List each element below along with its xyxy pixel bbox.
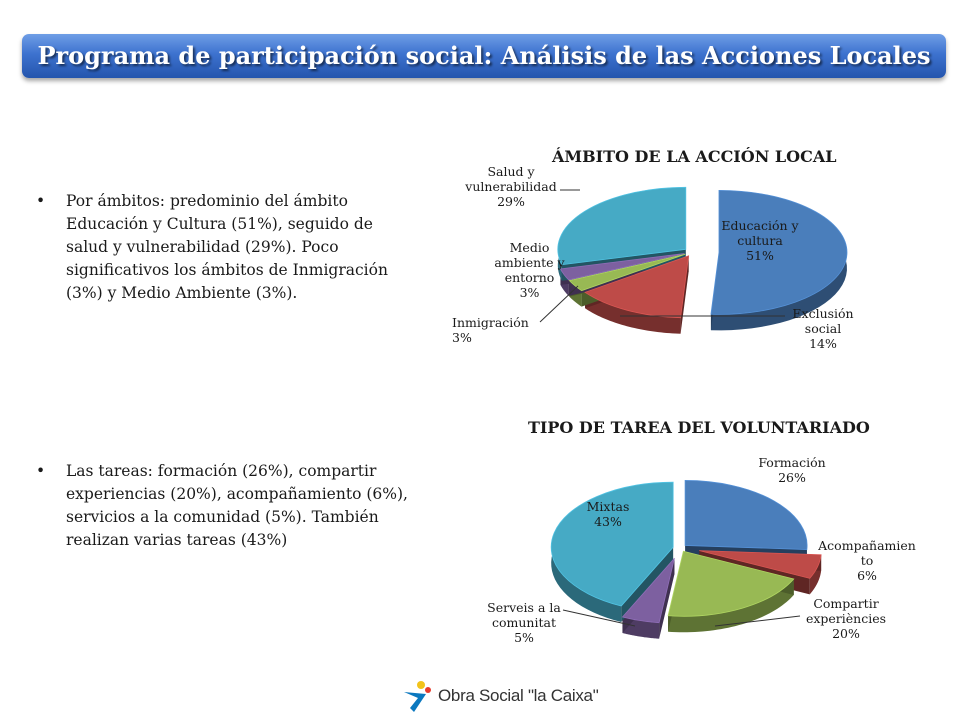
pie-slice bbox=[684, 480, 808, 550]
pie-slice-side bbox=[668, 578, 794, 633]
pie-slice bbox=[550, 481, 674, 607]
bullet-text: Las tareas: formación (26%), compartir e… bbox=[66, 462, 408, 549]
obra-social-logo: Obra Social "la Caixa" bbox=[400, 678, 600, 714]
leader-line bbox=[714, 615, 801, 627]
page-title: Programa de participación social: Anális… bbox=[37, 41, 931, 70]
slice-label-serveis: Serveis a la comunitat 5% bbox=[487, 600, 561, 645]
slice-label-compartir: Compartir experiències 20% bbox=[805, 596, 887, 641]
pie-slice-wall bbox=[680, 255, 689, 334]
slice-label-exclusion: Exclusión social 14% bbox=[792, 306, 854, 351]
bullet-ambitos: • Por ámbitos: predominio del ámbito Edu… bbox=[36, 190, 436, 310]
pie-slice bbox=[699, 550, 822, 579]
pie-slice bbox=[559, 253, 685, 281]
pie-slice bbox=[621, 557, 675, 624]
slice-label-inmigracion: Inmigración 3% bbox=[452, 315, 529, 345]
leader-line bbox=[562, 609, 636, 627]
pie-slice bbox=[667, 550, 795, 617]
bullet-marker: • bbox=[36, 462, 46, 480]
pie-slice bbox=[710, 189, 848, 315]
slice-label-educacion: Educación y cultura 51% bbox=[721, 218, 799, 263]
leader-line bbox=[539, 285, 579, 323]
pie-slice-side bbox=[809, 554, 822, 595]
logo-text: Obra Social "la Caixa" bbox=[438, 686, 599, 705]
chart-title-tarea: TIPO DE TAREA DEL VOLUNTARIADO bbox=[528, 418, 870, 437]
pie-slice bbox=[584, 255, 690, 319]
pie-slice bbox=[557, 186, 687, 266]
star-logo-icon bbox=[404, 681, 431, 712]
slice-label-medio-ambiente: Medio ambiente y entorno 3% bbox=[494, 240, 565, 300]
slice-label-mixtas: Mixtas 43% bbox=[586, 499, 630, 529]
bullet-marker: • bbox=[36, 192, 46, 210]
bullet-tareas: • Las tareas: formación (26%), compartir… bbox=[36, 460, 436, 560]
title-banner: Programa de participación social: Anális… bbox=[22, 34, 946, 78]
pie-slice-side bbox=[585, 292, 681, 334]
slice-label-acompanamiento: Acompañamiento 6% bbox=[818, 538, 916, 583]
slice-label-formacion: Formación 26% bbox=[758, 455, 826, 485]
chart-title-ambito: ÁMBITO DE LA ACCIÓN LOCAL bbox=[552, 147, 837, 166]
bullet-text: Por ámbitos: predominio del ámbito Educa… bbox=[66, 192, 388, 302]
pie-slice bbox=[568, 253, 686, 292]
slice-label-salud: Salud y vulnerabilidad 29% bbox=[465, 164, 557, 209]
